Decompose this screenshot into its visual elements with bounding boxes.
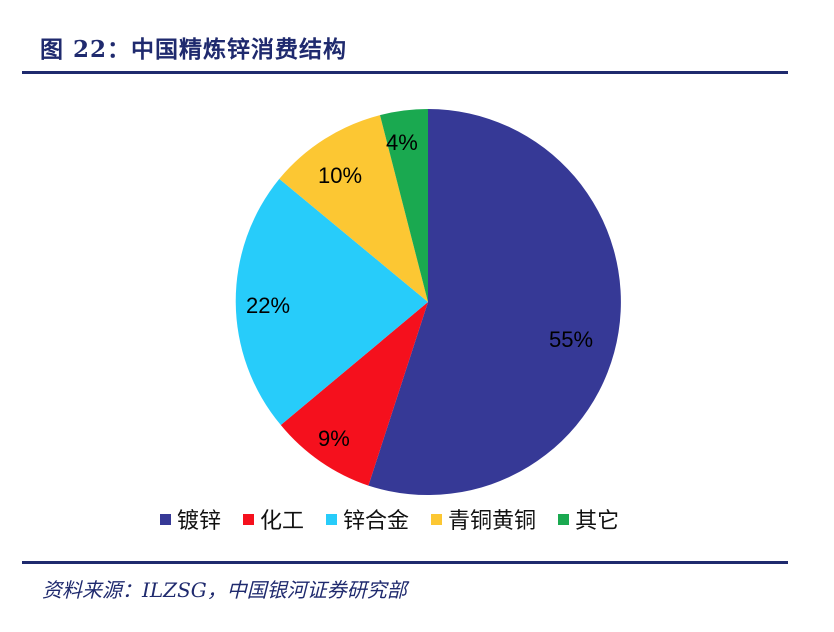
slice-galvanizing xyxy=(368,109,621,495)
label-zinc-alloy: 22% xyxy=(246,293,290,318)
legend-swatch-icon xyxy=(243,513,255,525)
chart-title: 图 22：中国精炼锌消费结构 xyxy=(40,36,348,63)
legend-label: 镀锌 xyxy=(177,509,222,534)
label-brass: 10% xyxy=(318,163,362,188)
legend-item-galvanizing: 镀锌 xyxy=(160,503,221,535)
bottom-divider xyxy=(22,561,788,564)
label-galvanizing: 55% xyxy=(549,327,593,352)
label-chemical: 9% xyxy=(318,426,350,451)
legend-item-brass: 青铜黄铜 xyxy=(431,503,536,535)
legend-label: 青铜黄铜 xyxy=(448,509,537,534)
legend-label: 其它 xyxy=(575,509,620,534)
label-other: 4% xyxy=(386,130,418,155)
source-note: 资料来源：ILZSG，中国银河证券研究部 xyxy=(42,578,407,602)
chart-legend: 镀锌 化工 锌合金 青铜黄铜 其它 xyxy=(160,503,641,535)
slice-zinc-alloy xyxy=(235,178,428,425)
legend-item-other: 其它 xyxy=(558,503,619,535)
top-divider xyxy=(22,71,788,74)
legend-label: 锌合金 xyxy=(343,509,410,534)
legend-swatch-icon xyxy=(160,513,171,525)
legend-item-zinc-alloy: 锌合金 xyxy=(326,503,409,535)
slice-chemical xyxy=(280,302,428,486)
legend-label: 化工 xyxy=(260,509,305,534)
legend-swatch-icon xyxy=(326,513,338,525)
legend-swatch-icon xyxy=(431,513,443,525)
slice-other xyxy=(380,109,428,302)
legend-swatch-icon xyxy=(558,513,570,525)
slice-brass xyxy=(279,115,428,302)
legend-item-chemical: 化工 xyxy=(243,503,304,535)
